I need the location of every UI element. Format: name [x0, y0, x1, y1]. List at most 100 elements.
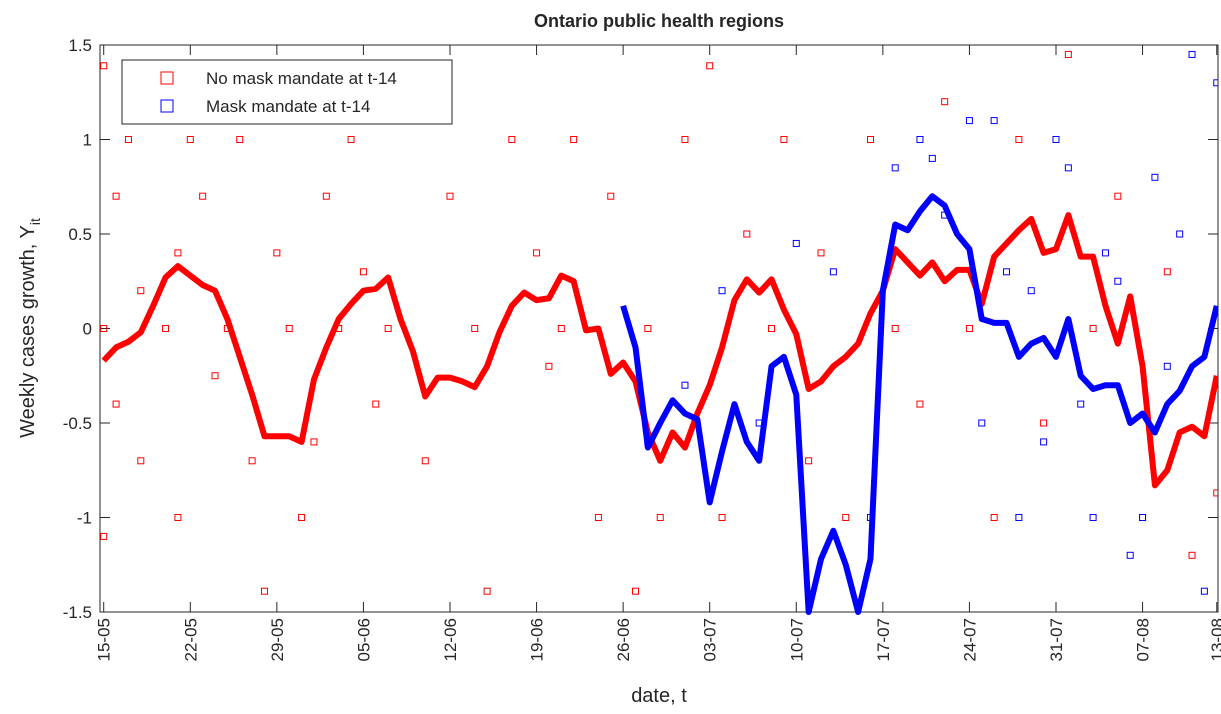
point [805, 457, 813, 465]
point [174, 514, 182, 521]
point [768, 325, 776, 332]
x-tick-label: 31-07 [1047, 618, 1066, 661]
point [644, 325, 652, 332]
legend-box [121, 59, 453, 125]
point [1139, 514, 1147, 521]
point [743, 230, 751, 238]
x-tick-label: 17-07 [874, 618, 893, 661]
average-line [620, 193, 1218, 615]
point [656, 514, 664, 521]
point [718, 287, 726, 295]
point [916, 136, 924, 143]
point [285, 325, 293, 332]
point [236, 136, 244, 143]
point [545, 362, 553, 370]
point [607, 192, 615, 200]
point [1015, 136, 1023, 143]
point [1151, 173, 1159, 181]
point [1040, 419, 1048, 427]
x-tick-label: 12-06 [441, 618, 460, 661]
point [112, 192, 120, 200]
point [1126, 551, 1134, 559]
y-tick-label: 0.5 [68, 225, 92, 244]
y-tick-label: -0.5 [63, 414, 92, 433]
point [100, 532, 108, 540]
plot-box [99, 44, 1219, 613]
point [1027, 287, 1035, 295]
point [112, 400, 120, 408]
point [100, 62, 108, 70]
legend-label: No mask mandate at t-14 [206, 69, 397, 88]
average-line [101, 212, 1218, 489]
point [137, 457, 145, 465]
point [298, 514, 306, 521]
y-axis-label: Weekly cases growth, Yit [17, 218, 43, 438]
point [1163, 268, 1171, 276]
x-axis-label: date, t [631, 685, 687, 707]
point [508, 136, 516, 143]
point [1139, 514, 1147, 521]
point [1064, 164, 1072, 172]
point [681, 136, 689, 143]
point [372, 400, 380, 408]
point [1089, 325, 1097, 332]
point [632, 587, 640, 595]
point [842, 514, 850, 521]
y-tick-label: 1 [83, 131, 92, 150]
point [780, 136, 788, 143]
point [421, 457, 429, 465]
point [124, 136, 132, 143]
point [273, 249, 281, 257]
point [681, 381, 689, 389]
point [174, 249, 182, 257]
chart-title: Ontario public health regions [534, 11, 784, 31]
x-tick-label: 26-06 [614, 618, 633, 661]
y-tick-label: -1 [77, 509, 92, 528]
point [792, 239, 800, 247]
point [965, 117, 973, 125]
point [718, 514, 726, 521]
point [1003, 268, 1011, 276]
point [1188, 50, 1196, 58]
point [1015, 514, 1023, 521]
point [990, 514, 998, 521]
y-tick-label: 0 [83, 320, 92, 339]
point [162, 325, 170, 332]
point [322, 192, 330, 200]
point [928, 154, 936, 162]
point [1200, 587, 1208, 595]
y-tick-label: -1.5 [63, 603, 92, 622]
point [446, 192, 454, 200]
point [137, 287, 145, 295]
point [1040, 438, 1048, 446]
point [990, 117, 998, 125]
legend: No mask mandate at t-14 Mask mandate at t… [121, 59, 453, 125]
x-tick-label: 07-08 [1134, 618, 1153, 661]
point [1213, 79, 1218, 87]
point [483, 587, 491, 595]
legend-label: Mask mandate at t-14 [206, 97, 370, 116]
point [359, 268, 367, 276]
point [100, 325, 108, 332]
x-tick-label: 13-08 [1208, 618, 1221, 661]
point [1101, 249, 1109, 257]
x-tick-label: 22-05 [181, 618, 200, 661]
point [1114, 192, 1122, 200]
point [211, 372, 219, 380]
point [594, 514, 602, 521]
x-tick-label: 29-05 [268, 618, 287, 661]
point [384, 325, 392, 332]
point [248, 457, 256, 465]
point [866, 136, 874, 143]
point [965, 325, 973, 332]
point [260, 587, 268, 595]
point [557, 325, 565, 332]
point [941, 98, 949, 106]
point [891, 164, 899, 172]
point [891, 325, 899, 332]
y-label-main: Weekly cases growth, Y [17, 225, 39, 438]
plot [100, 50, 1218, 615]
point [471, 325, 479, 332]
